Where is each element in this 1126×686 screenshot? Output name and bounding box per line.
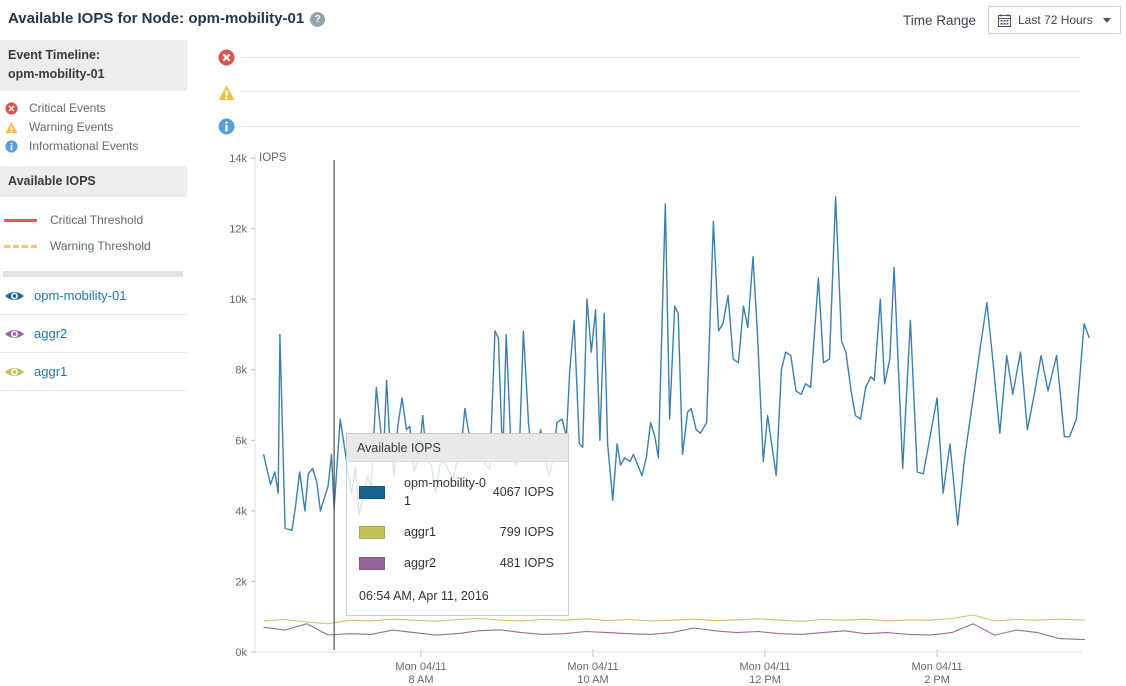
y-tick-label: 2k xyxy=(235,576,247,588)
chevron-down-icon xyxy=(1103,17,1111,23)
warning-events-track xyxy=(241,91,1081,92)
page-title: Available IOPS for Node: opm-mobility-01… xyxy=(8,10,326,27)
chart-tooltip: Available IOPS opm-mobility-01 4067 IOPS… xyxy=(346,433,569,616)
warning-events-row-icon xyxy=(218,84,235,101)
event-legend: Critical Events Warning Events Informati… xyxy=(0,91,187,156)
tooltip-row-aggr2: aggr2 481 IOPS xyxy=(359,554,554,572)
series-toggle-label: aggr1 xyxy=(34,364,68,380)
tooltip-swatch xyxy=(359,556,385,570)
y-tick-label: 12k xyxy=(229,224,247,236)
series-toggle-label: aggr2 xyxy=(34,326,68,342)
tooltip-series-value: 481 IOPS xyxy=(499,556,554,571)
info-event-icon xyxy=(218,118,235,135)
eye-icon xyxy=(4,367,25,376)
legend-label: Critical Threshold xyxy=(50,213,144,228)
info-events-row-icon xyxy=(218,118,235,135)
event-timeline-node: opm-mobility-01 xyxy=(8,67,105,82)
x-tick-label: 12 PM xyxy=(749,674,781,686)
warning-threshold-swatch xyxy=(4,244,37,248)
x-tick-label: 2 PM xyxy=(924,674,950,686)
help-icon[interactable]: ? xyxy=(310,12,326,27)
x-tick-label: 8 AM xyxy=(408,674,433,686)
x-tick-label: 10 AM xyxy=(577,674,608,686)
tooltip-series-name: opm-mobility-01 xyxy=(404,476,486,509)
threshold-legend: Critical Threshold Warning Threshold xyxy=(0,197,187,261)
tooltip-series-value: 4067 IOPS xyxy=(492,485,554,500)
critical-events-row-icon xyxy=(218,49,235,66)
calendar-icon xyxy=(998,13,1011,27)
y-axis-title: IOPS xyxy=(259,152,287,164)
series-toggle-aggr1[interactable]: aggr1 xyxy=(0,353,187,392)
tooltip-series-name: aggr1 xyxy=(404,525,436,540)
x-tick-label: Mon 04/11 xyxy=(395,661,446,673)
event-timeline-header: Event Timeline: opm-mobility-01 xyxy=(0,40,187,91)
legend-item-info: Informational Events xyxy=(5,137,187,156)
available-iops-header: Available IOPS xyxy=(0,165,187,198)
sidebar-divider xyxy=(3,271,183,278)
tooltip-timestamp: 06:54 AM, Apr 11, 2016 xyxy=(359,588,489,603)
tooltip-series-name: aggr2 xyxy=(404,556,436,571)
info-events-track xyxy=(241,126,1081,127)
tooltip-row-opm-mobility-01: opm-mobility-01 4067 IOPS xyxy=(359,474,554,510)
tooltip-series-value: 799 IOPS xyxy=(499,525,554,540)
eye-icon xyxy=(4,329,25,338)
y-tick-label: 6k xyxy=(235,435,247,447)
tooltip-title: Available IOPS xyxy=(347,434,568,462)
critical-events-track xyxy=(241,57,1081,58)
series-toggle-opm-mobility-01[interactable]: opm-mobility-01 xyxy=(0,277,187,316)
x-tick-label: Mon 04/11 xyxy=(911,661,962,673)
x-tick-label: Mon 04/11 xyxy=(739,661,790,673)
legend-item-warning-threshold: Warning Threshold xyxy=(4,233,187,259)
x-tick-label: Mon 04/11 xyxy=(567,661,618,673)
available-iops-title: Available IOPS xyxy=(8,173,96,188)
event-timeline-title: Event Timeline: xyxy=(8,48,101,62)
critical-event-icon xyxy=(5,102,18,115)
legend-item-critical-threshold: Critical Threshold xyxy=(4,207,187,233)
legend-label: Informational Events xyxy=(29,139,139,154)
tooltip-swatch xyxy=(359,525,385,539)
y-tick-label: 4k xyxy=(235,506,247,518)
y-tick-label: 14k xyxy=(229,153,247,165)
series-toggle-list: opm-mobility-01 aggr2 aggr1 xyxy=(0,277,187,392)
time-range-value: Last 72 Hours xyxy=(1018,13,1093,27)
tooltip-swatch xyxy=(359,485,385,499)
legend-item-warning: Warning Events xyxy=(5,118,187,137)
legend-label: Warning Threshold xyxy=(50,239,151,254)
legend-item-critical: Critical Events xyxy=(5,99,187,118)
critical-event-icon xyxy=(218,49,235,66)
series-toggle-label: opm-mobility-01 xyxy=(34,288,127,304)
critical-threshold-swatch xyxy=(4,218,37,222)
info-event-icon xyxy=(5,140,18,153)
time-range-label: Time Range xyxy=(902,13,976,28)
series-toggle-aggr2[interactable]: aggr2 xyxy=(0,315,187,354)
time-range-dropdown[interactable]: Last 72 Hours xyxy=(988,6,1121,34)
page-title-text: Available IOPS for Node: opm-mobility-01 xyxy=(8,10,305,27)
y-tick-label: 0k xyxy=(235,647,247,659)
legend-sidebar: Event Timeline: opm-mobility-01 Critical… xyxy=(0,40,187,392)
series-line-aggr1 xyxy=(263,614,1086,625)
legend-label: Critical Events xyxy=(29,101,106,116)
legend-label: Warning Events xyxy=(29,120,114,135)
series-line-aggr2 xyxy=(263,623,1086,641)
y-tick-label: 8k xyxy=(235,365,247,377)
y-tick-label: 10k xyxy=(229,294,247,306)
tooltip-row-aggr1: aggr1 799 IOPS xyxy=(359,523,554,541)
eye-icon xyxy=(4,291,25,300)
warning-event-icon xyxy=(218,85,235,100)
warning-event-icon xyxy=(5,121,18,133)
tooltip-body: opm-mobility-01 4067 IOPS aggr1 799 IOPS… xyxy=(347,462,568,573)
